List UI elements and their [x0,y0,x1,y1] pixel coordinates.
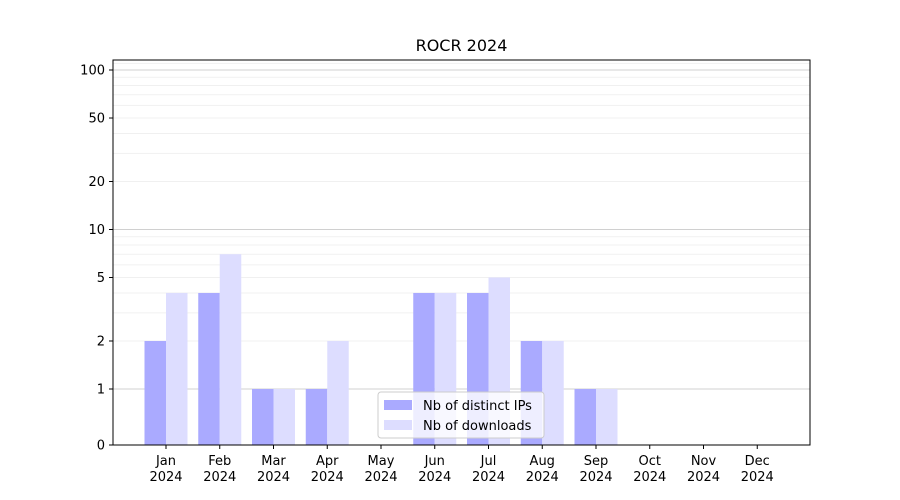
x-tick-label: Sep 2024 [579,454,612,485]
plot-area-frame [112,59,811,446]
x-tick-label: Jan 2024 [149,454,182,485]
y-tick-label: 2 [97,334,105,349]
x-axis: Jan 2024 Feb 2024 Mar 2024 Apr 2024 May 2024 Jun 20… [149,445,774,485]
x-tick-label: Jul 2024 [472,454,505,485]
y-tick-label: 50 [88,112,105,127]
y-axis: 0 1 2 5 10 20 50 100 [80,64,113,454]
bar-downloads [596,389,618,445]
x-tick-label: Feb 2024 [203,454,236,485]
legend: Nb of distinct IPs Nb of downloads [377,391,545,439]
x-tick-label: May 2024 [364,454,397,485]
bar-ips [198,292,220,445]
y-tick-label: 5 [97,271,105,286]
bar-downloads [166,292,188,445]
x-tick-label: Aug 2024 [526,454,559,485]
bar-downloads [327,340,349,445]
x-tick-label: Dec 2024 [741,454,774,485]
y-tick-label: 1 [97,383,105,398]
bar-ips [305,389,328,445]
y-tick-label: 100 [80,64,105,79]
bar-downloads [273,389,295,445]
bar-downloads [542,340,564,445]
x-tick-label: Nov 2024 [687,454,720,485]
legend-box [377,391,545,439]
legend-label: Nb of downloads [423,419,532,434]
y-tick-label: 20 [88,175,105,190]
bar-ips [144,340,166,445]
y-tick-label: 0 [97,439,105,454]
x-tick-label: Mar 2024 [257,454,290,485]
legend-swatch [384,420,412,430]
bar-downloads [219,254,242,445]
x-tick-label: Oct 2024 [633,454,666,485]
x-tick-label: Apr 2024 [311,454,344,485]
x-tick-label: Jun 2024 [418,454,451,485]
bar-ips [574,389,596,445]
bar-ips [252,389,274,445]
y-tick-label: 10 [88,223,105,238]
legend-label: Nb of distinct IPs [423,399,532,414]
chart-title: ROCR 2024 [416,36,508,55]
legend-swatch [384,400,412,410]
